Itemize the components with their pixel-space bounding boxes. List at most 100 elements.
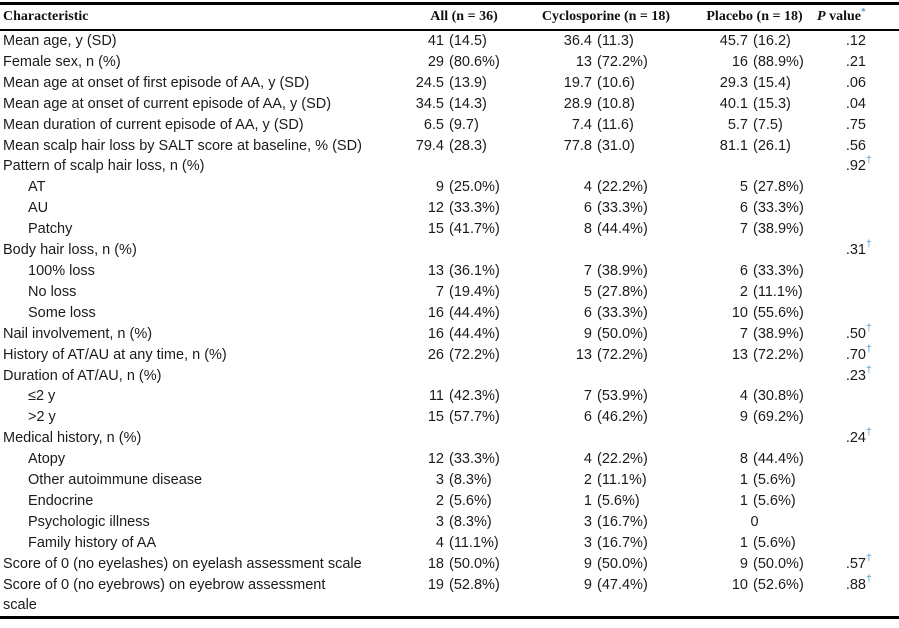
characteristic-label: Medical history, n (%) <box>3 430 142 447</box>
all-value-paren: (25.0%) <box>449 179 500 196</box>
cyclosporine-value: 4 <box>583 179 592 196</box>
cyclosporine-value-paren: (16.7%) <box>597 534 648 551</box>
cyclosporine-value-cell: 3 (16.7%) <box>520 512 692 533</box>
cyclosporine-value-paren: (33.3%) <box>597 200 648 217</box>
placebo-value: 0 <box>750 513 759 530</box>
placebo-value-cell: 9 (50.0%) <box>692 554 817 575</box>
characteristic-cell: Mean age at onset of current episode of … <box>0 94 408 115</box>
p-value-cell: .70 † <box>817 342 899 366</box>
column-header-placebo: Placebo (n = 18) <box>706 9 803 24</box>
characteristic-label: Nail involvement, n (%) <box>3 325 153 342</box>
table-row: Score of 0 (no eyelashes) on eyelash ass… <box>0 552 899 575</box>
all-value-paren: (72.2%) <box>449 346 500 363</box>
all-value: 29 <box>427 53 444 70</box>
characteristic-label: History of AT/AU at any time, n (%) <box>3 346 227 363</box>
placebo-value-cell: 5 (27.8%) <box>692 177 817 198</box>
column-header-p-value: P value* <box>817 7 899 25</box>
cyclosporine-value: 9 <box>583 555 592 572</box>
p-value-cell: .04 <box>817 94 899 115</box>
table-row: Mean age, y (SD) 41 (14.5) 36.4 (11.3) 4… <box>0 31 899 52</box>
cyclosporine-value-paren: (38.9%) <box>597 262 648 279</box>
placebo-value: 1 <box>739 534 748 551</box>
p-value: .24 <box>845 430 866 447</box>
placebo-value-paren: (11.1%) <box>753 283 803 300</box>
all-value: 11 <box>428 388 444 405</box>
characteristic-label: >2 y <box>28 409 56 426</box>
placebo-value-cell: 8 (44.4%) <box>692 449 817 470</box>
characteristic-label: Female sex, n (%) <box>3 53 121 70</box>
placebo-value: 6 <box>739 262 748 279</box>
characteristic-label: ≤2 y <box>28 388 56 405</box>
cyclosporine-value-paren: (33.3%) <box>597 304 648 321</box>
all-value-cell: 79.4 (28.3) <box>408 136 520 157</box>
cyclosporine-value: 5 <box>583 283 592 300</box>
table-row: Body hair loss, n (%) .31 † <box>0 238 899 261</box>
characteristic-cell: 100% loss <box>0 261 408 282</box>
placebo-value: 1 <box>739 492 748 509</box>
characteristic-cell: >2 y <box>0 407 408 428</box>
placebo-value-cell: 2 (11.1%) <box>692 282 817 303</box>
p-value-cell: .21 <box>817 52 899 73</box>
cyclosporine-value: 36.4 <box>563 33 592 49</box>
characteristic-cell: AU <box>0 198 408 219</box>
all-value-paren: (42.3%) <box>449 388 500 405</box>
table-row: Female sex, n (%) 29 (80.6%) 13 (72.2%) … <box>0 52 899 73</box>
p-value-header-text: P value* <box>817 7 866 24</box>
characteristic-label: Duration of AT/AU, n (%) <box>3 367 162 384</box>
all-value-cell: 13 (36.1%) <box>408 261 520 282</box>
cyclosporine-value-cell: 2 (11.1%) <box>520 470 692 491</box>
cyclosporine-value-cell: 6 (46.2%) <box>520 407 692 428</box>
placebo-value-cell: 10 (55.6%) <box>692 303 817 324</box>
all-value: 19 <box>427 576 444 593</box>
footnote-dagger-marker: † <box>866 342 872 355</box>
cyclosporine-value: 28.9 <box>563 95 592 112</box>
characteristic-cell: ≤2 y <box>0 386 408 407</box>
cyclosporine-value-paren: (11.1%) <box>597 472 647 489</box>
p-value-cell <box>817 491 899 512</box>
placebo-value-paren: (26.1) <box>753 137 791 154</box>
all-value: 6.5 <box>423 116 444 133</box>
table-row: Other autoimmune disease 3 (8.3%) 2 (11.… <box>0 470 899 491</box>
p-value: .12 <box>845 33 866 49</box>
all-value-paren: (57.7%) <box>449 409 500 426</box>
cyclosporine-value: 7 <box>583 388 592 405</box>
table-row: Some loss 16 (44.4%) 6 (33.3%) 10 (55.6%… <box>0 303 899 324</box>
characteristic-cell: Nail involvement, n (%) <box>0 324 408 345</box>
p-value-cell <box>817 177 899 198</box>
all-value-paren: (44.4%) <box>449 325 500 342</box>
placebo-value: 2 <box>739 283 748 300</box>
p-value: .23 <box>845 367 866 384</box>
p-value-cell <box>817 261 899 282</box>
p-value-cell: .23 † <box>817 363 899 387</box>
table-row: Family history of AA 4 (11.1%) 3 (16.7%)… <box>0 533 899 554</box>
placebo-value: 6 <box>739 200 748 217</box>
table-row: >2 y 15 (57.7%) 6 (46.2%) 9 (69.2%) <box>0 407 899 428</box>
footnote-dagger-marker: † <box>866 426 872 439</box>
footnote-dagger-marker: † <box>866 363 872 376</box>
characteristic-cell: Pattern of scalp hair loss, n (%) <box>0 156 408 177</box>
p-value: .31 <box>845 242 866 259</box>
characteristic-label: Other autoimmune disease <box>28 472 203 489</box>
all-value: 79.4 <box>415 137 444 154</box>
all-value-paren: (14.3) <box>449 95 487 112</box>
p-value: .06 <box>845 74 866 91</box>
cyclosporine-value-paren: (31.0) <box>597 137 635 154</box>
all-value-paren: (50.0%) <box>449 555 500 572</box>
placebo-value-paren: (27.8%) <box>753 179 804 196</box>
p-value-cell: .12 <box>817 31 899 52</box>
cyclosporine-value: 1 <box>583 492 592 509</box>
characteristic-cell: Some loss <box>0 303 408 324</box>
placebo-value: 10 <box>731 304 748 321</box>
characteristic-cell: Family history of AA <box>0 533 408 554</box>
all-value: 15 <box>427 409 444 426</box>
footnote-dagger-marker: † <box>866 238 872 251</box>
p-value-cell <box>817 198 899 219</box>
all-value: 12 <box>427 451 444 468</box>
all-value-paren: (19.4%) <box>449 283 500 300</box>
all-value-cell: 16 (44.4%) <box>408 324 520 345</box>
cyclosporine-value-paren: (5.6%) <box>597 492 640 509</box>
cyclosporine-value-cell: 8 (44.4%) <box>520 219 692 240</box>
cyclosporine-value-paren: (72.2%) <box>597 53 648 70</box>
all-value-cell: 9 (25.0%) <box>408 177 520 198</box>
